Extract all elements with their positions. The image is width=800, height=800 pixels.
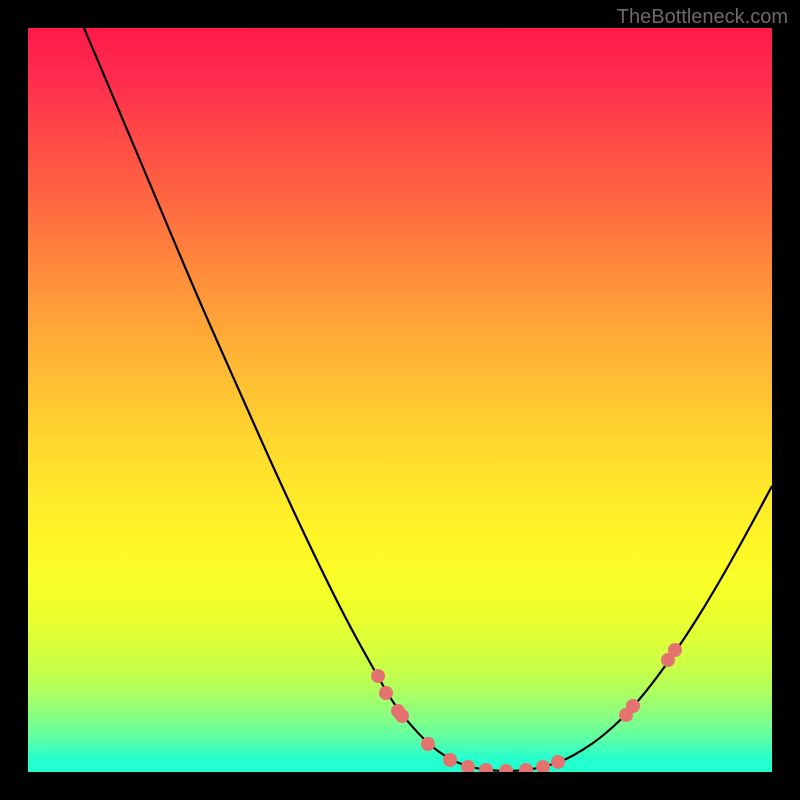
curve-marker-dot — [395, 709, 409, 723]
curve-marker-dot — [499, 764, 513, 772]
curve-marker-dot — [536, 760, 550, 772]
curve-marker-dot — [626, 699, 640, 713]
curve-marker-dot — [551, 755, 565, 769]
curve-marker-dot — [461, 760, 475, 772]
curve-marker-dot — [668, 643, 682, 657]
curve-marker-dot — [519, 763, 533, 772]
watermark-text: TheBottleneck.com — [617, 6, 788, 29]
curve-markers — [371, 643, 682, 772]
curve-marker-dot — [421, 737, 435, 751]
curve-marker-dot — [443, 753, 457, 767]
curve-marker-dot — [379, 686, 393, 700]
plot-area — [28, 28, 772, 772]
curve-marker-dot — [371, 669, 385, 683]
curve-marker-dot — [479, 763, 493, 772]
curve-svg — [28, 28, 772, 772]
